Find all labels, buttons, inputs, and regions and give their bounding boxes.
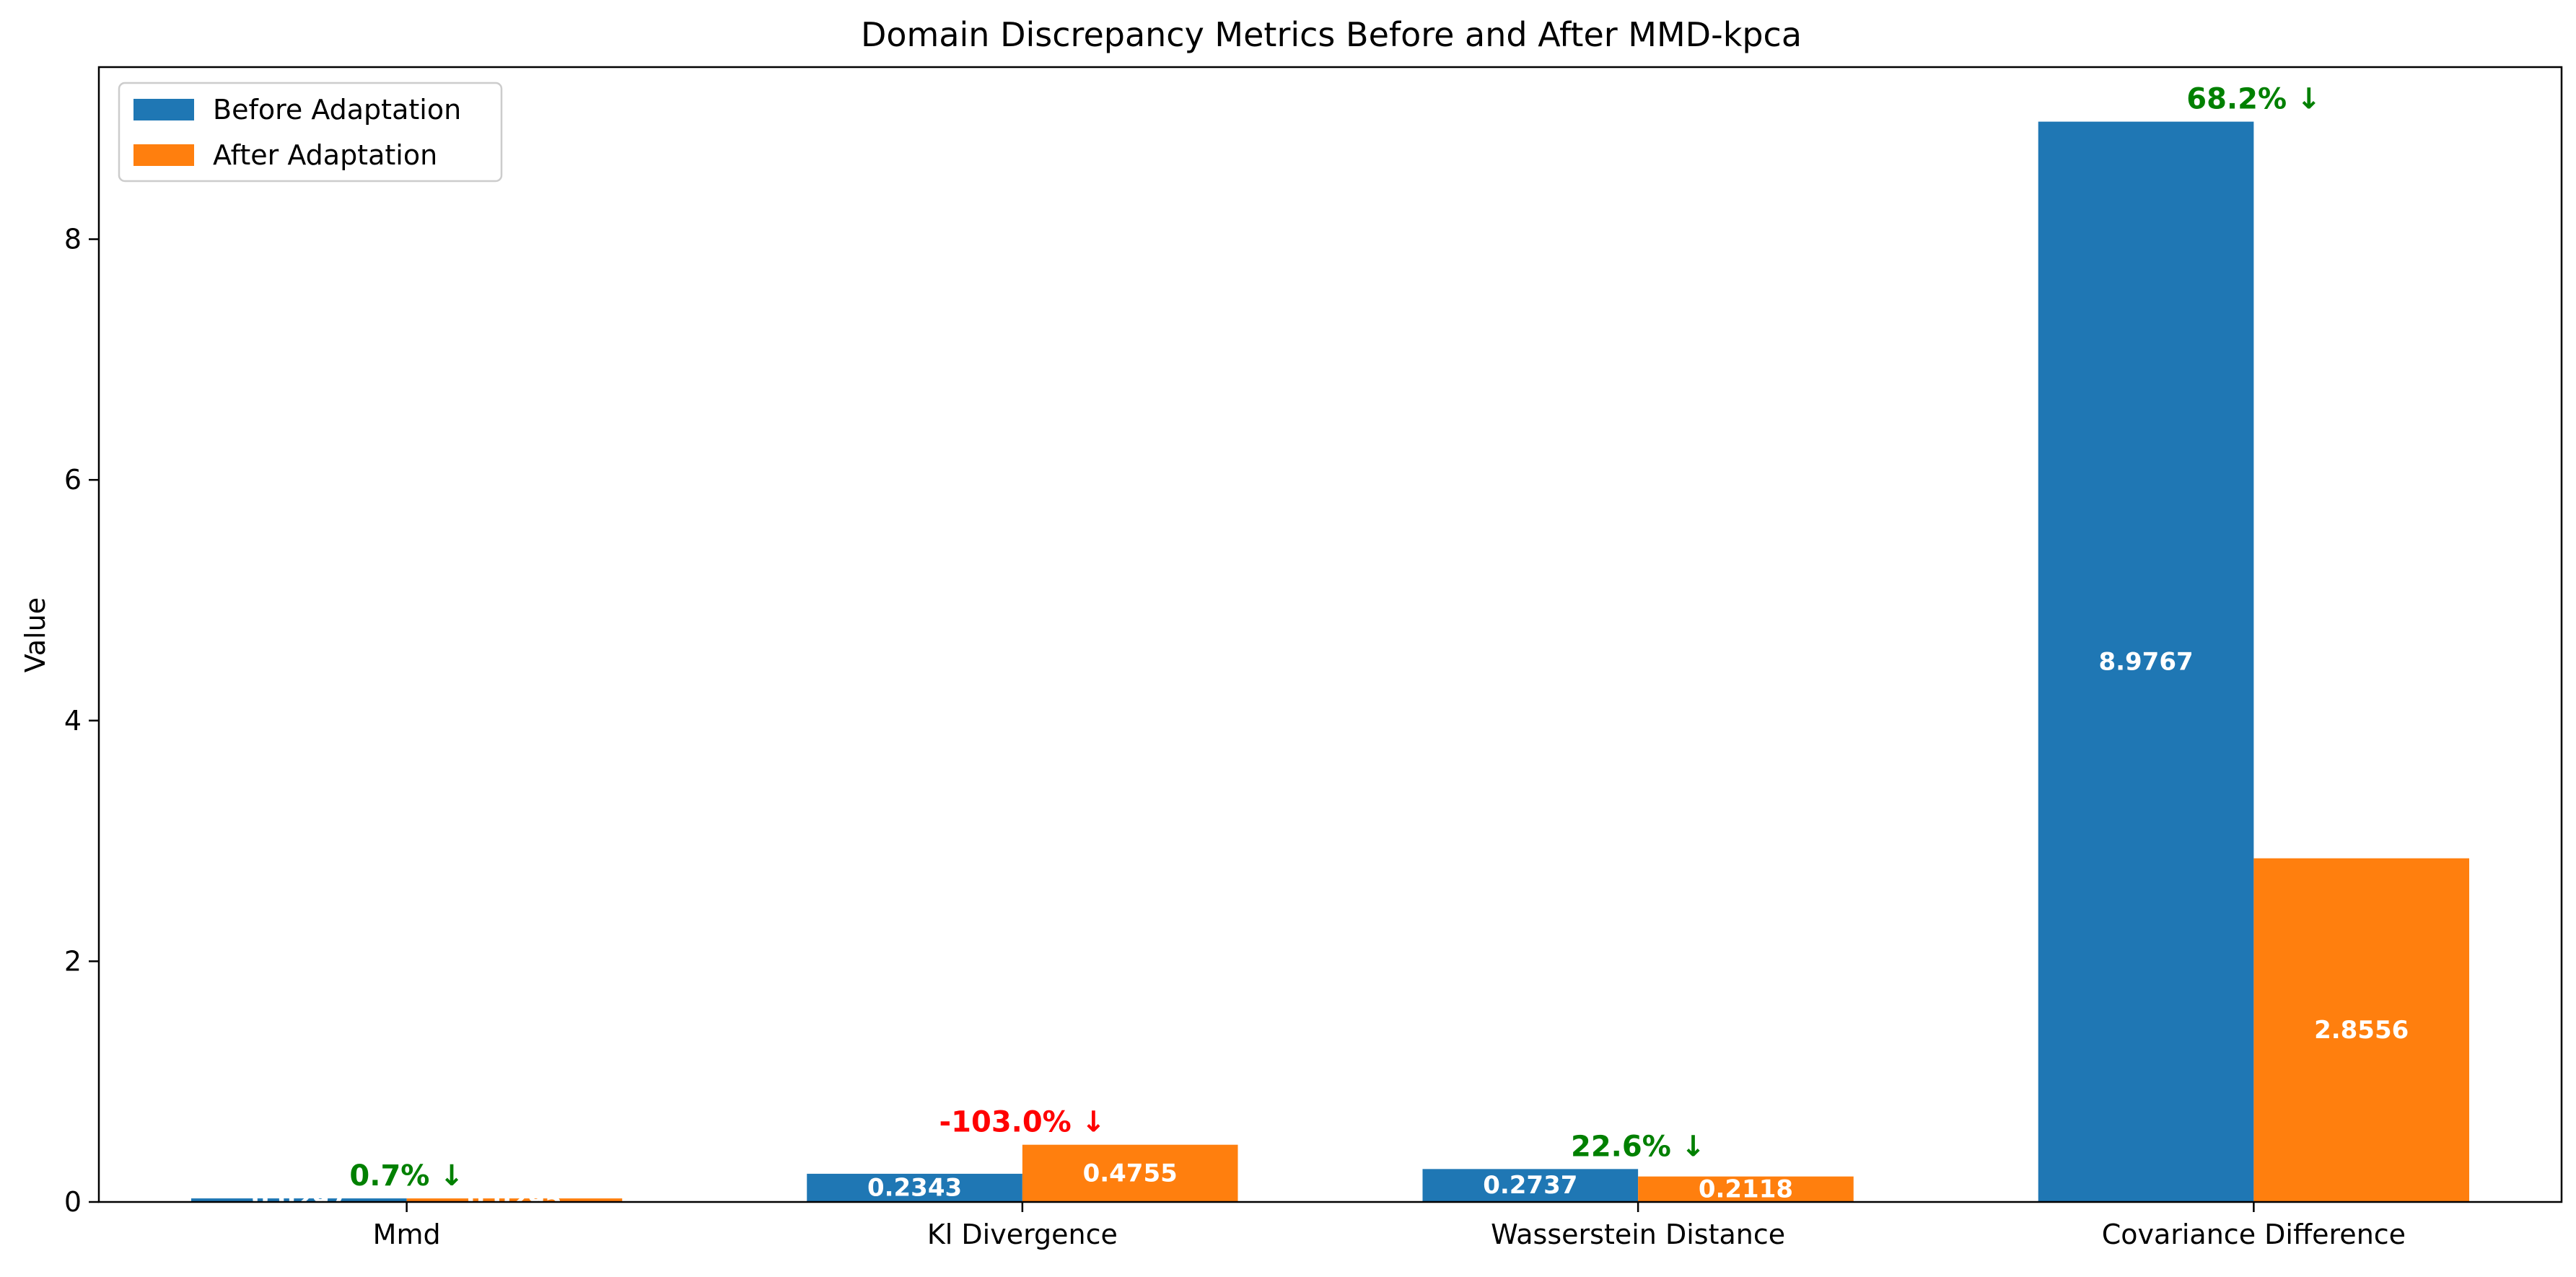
- y-axis: 0 2 4 6 8: [64, 224, 99, 1218]
- bar-after-3: [2253, 858, 2470, 1202]
- bar-after-0: [406, 1198, 623, 1202]
- x-tick-label: Mmd: [373, 1219, 441, 1250]
- bar-labels-layer: 0.0297 0.2343 0.2737 8.9767 0.0295 0.4755 0.21…: [252, 647, 2409, 1214]
- plot-frame: [97, 66, 2563, 1203]
- bar-value-label: 0.0297: [252, 1186, 346, 1215]
- x-tick-label: Kl Divergence: [927, 1219, 1118, 1250]
- x-tick-label: Covariance Difference: [2102, 1219, 2406, 1250]
- legend-label-after: After Adaptation: [213, 139, 437, 171]
- bar-value-label: 8.9767: [2098, 647, 2193, 676]
- bar-value-label: 0.2118: [1699, 1175, 1793, 1203]
- x-axis: Mmd Kl Divergence Wasserstein Distance Cova…: [373, 1202, 2406, 1250]
- y-tick-label: 4: [64, 705, 82, 737]
- bar-value-label: 0.2737: [1483, 1171, 1577, 1200]
- x-tick-label: Wasserstein Distance: [1491, 1219, 1785, 1250]
- bar-value-label: 0.4755: [1083, 1159, 1178, 1188]
- bar-value-label: 2.8556: [2314, 1016, 2409, 1045]
- y-tick-label: 2: [64, 945, 82, 977]
- y-tick-label: 0: [64, 1186, 82, 1218]
- bar-before-0: [190, 1198, 407, 1202]
- legend-box: [118, 82, 503, 183]
- legend-swatch-before: [133, 99, 194, 120]
- bars-layer: [190, 121, 2470, 1202]
- bar-before-1: [807, 1173, 1022, 1202]
- chart-title: Domain Discrepancy Metrics Before and Af…: [861, 15, 1802, 54]
- bar-after-2: [1638, 1176, 1854, 1202]
- legend-label-before: Before Adaptation: [213, 94, 461, 126]
- y-axis-label: Value: [19, 597, 51, 672]
- percent-change-annotation: 0.7% ↓: [349, 1159, 463, 1193]
- bar-value-label: 0.2343: [867, 1173, 962, 1202]
- annotations-layer: 0.7% ↓ -103.0% ↓ 22.6% ↓ 68.2% ↓: [349, 83, 2321, 1193]
- bar-after-1: [1022, 1144, 1238, 1202]
- legend: Before Adaptation After Adaptation: [118, 82, 503, 183]
- percent-change-annotation: 68.2% ↓: [2186, 83, 2321, 116]
- legend-swatch-after: [133, 144, 194, 166]
- y-tick-label: 6: [64, 464, 82, 496]
- bar-before-3: [2038, 121, 2254, 1202]
- bar-value-label: 0.0295: [467, 1186, 561, 1215]
- y-tick-label: 8: [64, 224, 82, 255]
- bar-before-2: [1422, 1169, 1639, 1202]
- percent-change-annotation: -103.0% ↓: [939, 1106, 1106, 1139]
- percent-change-annotation: 22.6% ↓: [1571, 1130, 1705, 1163]
